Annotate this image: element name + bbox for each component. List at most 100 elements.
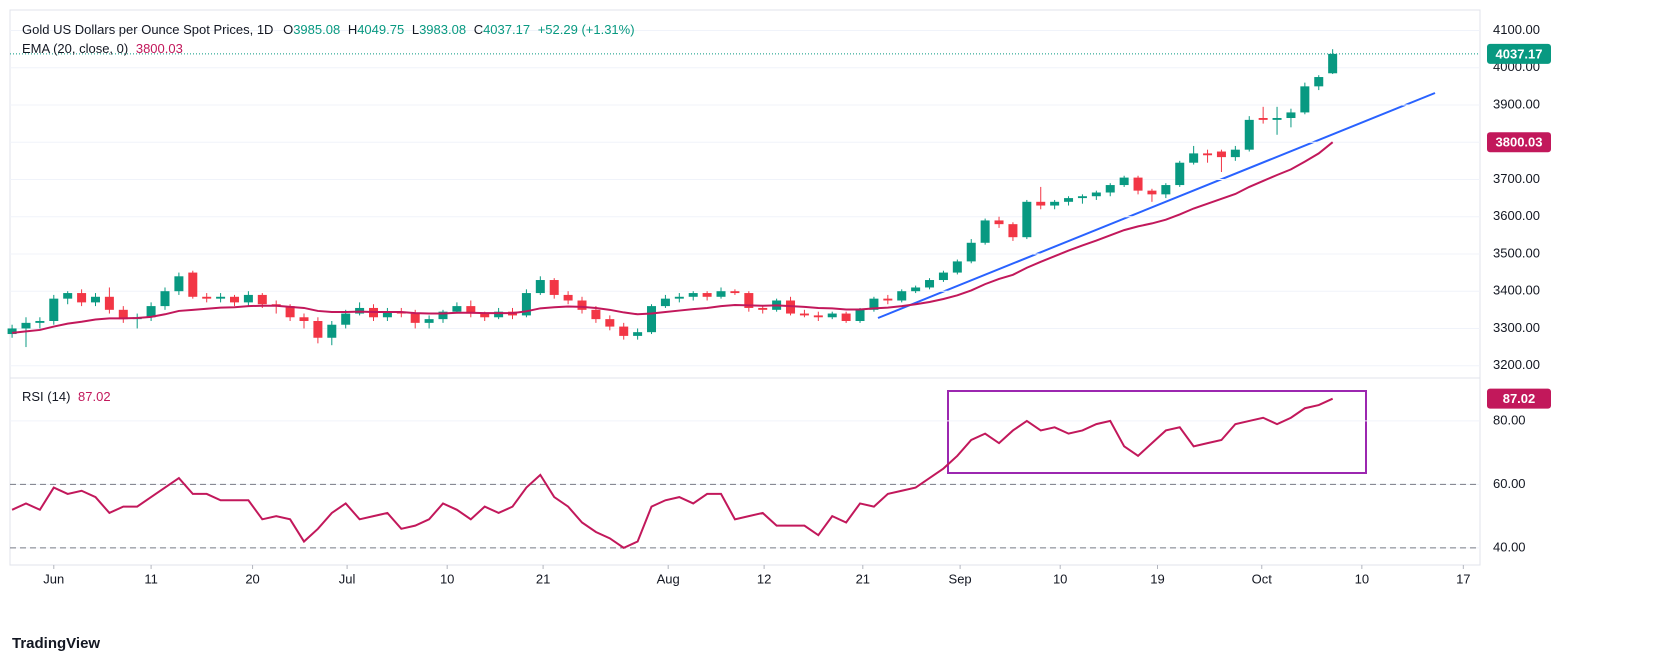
candle-body xyxy=(229,296,239,303)
candle-body xyxy=(535,280,545,294)
candle-body xyxy=(1064,198,1074,202)
candle-body xyxy=(1244,119,1254,150)
y-tick-label: 40.00 xyxy=(1493,539,1526,554)
x-tick-label: 21 xyxy=(536,571,550,586)
candle-body xyxy=(716,291,726,297)
candle-body xyxy=(799,313,809,316)
ohlc-value: 4037.17 xyxy=(483,22,530,37)
candle-body xyxy=(1147,190,1157,195)
candle-body xyxy=(202,296,212,299)
candle-body xyxy=(1008,224,1018,238)
candle-body xyxy=(285,306,295,318)
x-tick-label: 10 xyxy=(1053,571,1067,586)
candle-body xyxy=(591,309,601,320)
candle-body xyxy=(466,306,476,314)
candle-body xyxy=(174,276,184,292)
rsi-legend: RSI (14) 87.02 xyxy=(22,389,111,404)
candle-body xyxy=(841,313,851,321)
candle-body xyxy=(925,280,935,288)
candle-body xyxy=(813,315,823,318)
candle-body xyxy=(952,261,962,273)
candle-body xyxy=(730,291,740,294)
y-tick-label: 3300.00 xyxy=(1493,320,1540,335)
candle-body xyxy=(1300,86,1310,113)
candle-body xyxy=(146,306,156,318)
x-tick-label: 19 xyxy=(1150,571,1164,586)
candle-body xyxy=(1077,196,1087,199)
trend-line xyxy=(877,92,1436,319)
candle-body xyxy=(438,311,448,320)
candle-body xyxy=(619,326,629,336)
legend-value: 3800.03 xyxy=(136,41,183,56)
candle-body xyxy=(313,320,323,338)
x-tick-label: Aug xyxy=(657,571,680,586)
candle-body xyxy=(855,309,865,321)
candle-body xyxy=(980,220,990,243)
candle-body xyxy=(1258,118,1268,120)
series-line xyxy=(11,397,1334,550)
candle-body xyxy=(480,313,490,318)
axis-tag xyxy=(1487,388,1551,409)
legend-value: 87.02 xyxy=(78,389,111,404)
candle-body xyxy=(1105,185,1115,193)
x-tick-label: 21 xyxy=(856,571,870,586)
legend-label: RSI (14) xyxy=(22,389,70,404)
candle-body xyxy=(938,272,948,281)
candle-body xyxy=(563,294,573,301)
candle-body xyxy=(35,320,45,323)
candle-body xyxy=(647,306,657,333)
x-tick-label: Jun xyxy=(43,571,64,586)
candle-body xyxy=(1036,201,1046,206)
candle-body xyxy=(327,324,337,338)
candle-body xyxy=(883,298,893,301)
y-tick-label: 3500.00 xyxy=(1493,245,1540,260)
x-tick-label: 10 xyxy=(1355,571,1369,586)
candle-body xyxy=(341,313,351,325)
candle-body xyxy=(911,287,921,292)
legend-label: EMA (20, close, 0) xyxy=(22,41,128,56)
candle-body xyxy=(633,332,643,336)
axis-tag-label: 4037.17 xyxy=(1496,46,1543,61)
candle-body xyxy=(758,307,768,310)
candle-body xyxy=(1050,201,1060,206)
candle-body xyxy=(77,293,87,303)
candle-body xyxy=(452,306,462,312)
y-tick-label: 3900.00 xyxy=(1493,96,1540,111)
x-tick-label: 10 xyxy=(440,571,454,586)
candle-body xyxy=(688,293,698,297)
candle-body xyxy=(21,322,31,329)
candle-body xyxy=(966,242,976,262)
candle-body xyxy=(521,293,531,316)
x-tick-label: 17 xyxy=(1456,571,1470,586)
y-tick-label: 3600.00 xyxy=(1493,208,1540,223)
y-tick-label: 80.00 xyxy=(1493,412,1526,427)
candle-body xyxy=(1230,149,1240,158)
candle-body xyxy=(1272,118,1282,120)
axis-tag-label: 3800.03 xyxy=(1496,135,1543,150)
change: +52.29 (+1.31%) xyxy=(538,22,635,37)
candle-body xyxy=(1189,153,1199,163)
candle-body xyxy=(605,319,615,327)
candle-body xyxy=(49,298,59,321)
candle-body xyxy=(1216,151,1226,158)
candle-body xyxy=(744,293,754,308)
x-tick-label: 11 xyxy=(144,571,158,586)
marks: 3200.00 3300.00 3400.00 3500.00 3600.00 3700.… xyxy=(7,22,1551,586)
candle-body xyxy=(1175,162,1185,186)
candle-body xyxy=(897,291,907,301)
candle-body xyxy=(1203,153,1213,156)
axis-tag-label: 87.02 xyxy=(1503,391,1536,406)
x-tick-label: 12 xyxy=(757,571,771,586)
y-tick-label: 60.00 xyxy=(1493,476,1526,491)
candle-body xyxy=(1314,77,1324,87)
x-tick-label: Jul xyxy=(339,571,356,586)
candle-body xyxy=(118,309,128,320)
watermark: TradingView xyxy=(12,635,100,651)
plot-frame xyxy=(9,9,1481,566)
axis-tag xyxy=(1487,43,1551,64)
candle-body xyxy=(188,272,198,297)
y-tick-label: 3200.00 xyxy=(1493,357,1540,372)
candle-body xyxy=(994,220,1004,225)
candle-body xyxy=(660,298,670,307)
x-tick-label: Sep xyxy=(949,571,972,586)
